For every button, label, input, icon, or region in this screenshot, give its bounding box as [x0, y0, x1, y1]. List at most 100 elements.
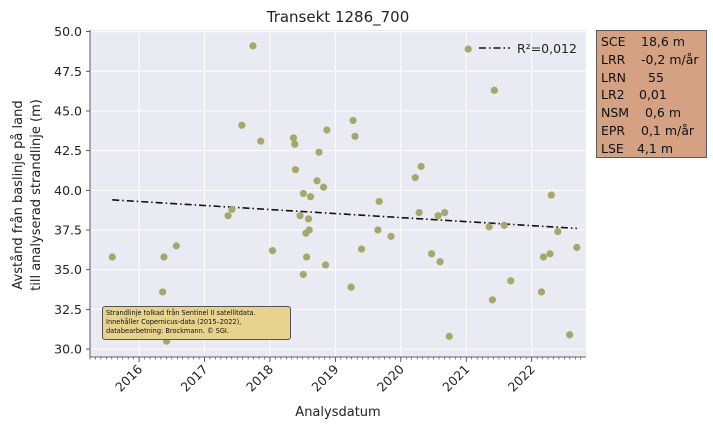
y-tick-label: 40.0	[54, 183, 82, 198]
data-point	[445, 332, 453, 340]
data-point	[488, 296, 497, 304]
data-point	[566, 331, 574, 339]
stat-key: LR2	[601, 87, 625, 103]
plot-area	[90, 30, 586, 357]
data-point	[415, 208, 423, 217]
stat-value: 0,6 m	[645, 105, 682, 121]
data-point	[224, 212, 232, 220]
stat-row-sce: SCE 18,6 m	[601, 33, 706, 51]
x-tick-label: 2020	[374, 361, 407, 394]
x-axis-label: Analysdatum	[295, 405, 380, 420]
data-point	[427, 250, 436, 258]
data-point	[441, 208, 449, 217]
stat-key: LRN	[601, 69, 626, 85]
x-tick-label: 2017	[178, 362, 211, 395]
y-tick-label: 50.0	[54, 24, 82, 39]
y-tick-label: 32.5	[54, 302, 82, 317]
data-point	[547, 191, 555, 199]
y-tick-label: 47.5	[54, 64, 82, 79]
y-tick-label: 42.5	[54, 143, 82, 158]
stat-row-lrn: LRN 55	[601, 69, 706, 87]
data-point	[291, 166, 300, 174]
data-point	[160, 253, 168, 261]
stat-row-lse: LSE 4,1 m	[601, 140, 706, 158]
data-point	[436, 258, 444, 266]
data-point	[546, 250, 554, 258]
data-point	[172, 242, 180, 250]
data-point	[357, 245, 366, 253]
x-tick-label: 2022	[505, 362, 538, 395]
points-layer	[108, 42, 581, 345]
data-point	[464, 45, 472, 53]
stat-value: 18,6 m	[641, 34, 685, 49]
grid	[90, 30, 586, 357]
data-point	[249, 42, 257, 50]
data-point	[347, 283, 355, 291]
x-tick-label: 2019	[308, 361, 341, 394]
data-point	[351, 132, 359, 140]
attribution-line: databearbetning: Brockmann. © SGI.	[106, 327, 229, 335]
data-point	[573, 243, 581, 252]
data-point	[539, 253, 548, 261]
stat-row-lrr: LRR -0,2 m/år	[601, 51, 706, 69]
data-point	[159, 288, 167, 296]
data-point	[417, 162, 425, 171]
data-point	[299, 270, 307, 279]
y-axis-label-line-1: Avstånd från baslinje på land	[11, 100, 26, 289]
data-point	[411, 174, 419, 182]
data-point	[315, 148, 323, 156]
stat-value: 55	[648, 69, 664, 85]
data-point	[374, 226, 382, 234]
data-point	[313, 177, 321, 185]
attribution-line: Innehåller Copernicus-data (2015–2022),	[106, 318, 242, 326]
statistics-box: SCE 18,6 m LRR -0,2 m/år LRN 55 LR2 0,01 NSM…	[596, 30, 707, 158]
y-tick-label: 30.0	[54, 342, 82, 357]
data-point	[299, 189, 307, 198]
stat-key: LSE	[601, 140, 624, 156]
y-tick-label: 35.0	[54, 262, 82, 277]
stat-value: 0,1 m/år	[641, 122, 695, 138]
data-point	[434, 212, 442, 220]
attribution-line: Strandlinje tolkad från Sentinel II sate…	[106, 309, 256, 317]
y-tick-label: 37.5	[54, 223, 82, 238]
stat-value: -0,2 m/år	[641, 51, 699, 67]
y-tick-label: 45.0	[54, 103, 82, 118]
y-axis-label-line-2: till analyserad strandlinje (m)	[29, 99, 44, 291]
stat-value: 4,1 m	[637, 140, 674, 156]
x-tick-label: 2016	[112, 361, 145, 394]
x-tick-label: 2021	[439, 362, 472, 395]
attribution-box: Strandlinje tolkad från Sentinel II sate…	[102, 306, 291, 340]
trend-layer	[112, 199, 577, 230]
data-point	[320, 183, 328, 191]
data-point	[305, 226, 313, 234]
data-point	[500, 221, 508, 229]
data-point	[304, 215, 313, 223]
data-point	[375, 197, 383, 206]
stat-key: SCE	[601, 34, 626, 49]
data-point	[268, 247, 277, 255]
data-point	[296, 212, 304, 220]
stat-row-epr: EPR 0,1 m/år	[601, 122, 706, 140]
data-point	[387, 232, 395, 240]
stat-row-lr2: LR2 0,01	[601, 86, 706, 104]
data-point	[257, 137, 265, 145]
data-point	[554, 227, 562, 236]
data-point	[306, 193, 315, 201]
chart-title: Transekt 1286_700	[266, 8, 410, 27]
data-point	[485, 223, 493, 231]
data-point	[228, 205, 236, 213]
stat-key: NSM	[601, 105, 630, 121]
data-point	[490, 86, 498, 94]
data-point	[349, 116, 357, 125]
data-point	[323, 126, 331, 134]
stat-row-nsm: NSM 0,6 m	[601, 104, 706, 122]
stat-key: EPR	[601, 122, 626, 138]
trend-line	[112, 199, 577, 230]
stat-value: 0,01	[639, 87, 667, 103]
data-point	[507, 277, 515, 285]
legend-label: R²=0,012	[517, 41, 577, 56]
data-point	[289, 134, 298, 142]
data-point	[321, 261, 330, 269]
